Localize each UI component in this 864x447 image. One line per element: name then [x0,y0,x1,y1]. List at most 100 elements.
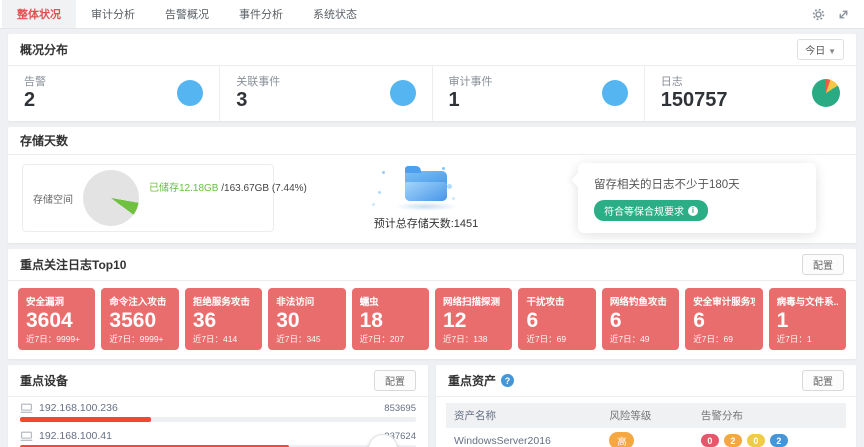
top10-card-recent: 近7日：1 [776,334,812,345]
top10-card[interactable]: 安全漏洞 3604 近7日：9999+ [18,288,96,351]
top10-card-label: 干扰攻击 [526,297,565,308]
storage-title: 存储天数 [20,134,69,148]
top10-card-label: 蠕虫 [359,297,379,308]
info-icon: i [688,205,698,216]
top10-card[interactable]: 安全审计服务攻击 6 近7日：69 [685,288,763,351]
top10-card-value: 3604 [26,309,73,332]
count-critical: 0 [700,434,719,447]
top10-title: 重点关注日志Top10 [20,258,127,272]
tab-event-analysis[interactable]: 事件分析 [239,9,283,21]
top10-card-label: 网络扫描探测 [443,297,501,308]
blue-circle-icon [601,79,628,106]
stat-correlated-events: 关联事件 3 [220,66,433,121]
key-devices-section: 重点设备 配置 192.168.100.236 853695 [8,365,428,447]
folder-icon [405,166,447,201]
top10-card[interactable]: 命令注入攻击 3560 近7日：9999+ [101,288,179,351]
fullscreen-expand-icon[interactable] [837,8,850,21]
count-high: 2 [723,434,742,447]
top10-card-label: 病毒与文件系... [776,297,839,308]
compliance-badge-label: 符合等保合规要求 [604,207,684,218]
top10-section: 重点关注日志Top10 配置 安全漏洞 3604 近7日：9999+ 命令注入攻… [8,249,856,360]
top10-config-button[interactable]: 配置 [802,254,844,275]
stat-label: 审计事件 [448,76,493,88]
storage-space-card: 存储空间 已储存12.18GB /163.67GB (7.44%) [22,164,307,232]
stat-logs: 日志 150757 [645,66,856,121]
count-medium: 0 [746,434,765,447]
stat-value: 1 [448,89,460,111]
top10-card-value: 36 [192,309,217,332]
tab-alert-overview[interactable]: 告警概况 [165,9,209,21]
top10-card-value: 3560 [109,309,157,332]
device-bar-track [20,417,416,423]
top10-card-label: 命令注入攻击 [109,297,167,308]
device-count: 853695 [384,402,416,414]
col-header-risk: 风险等级 [609,410,652,423]
stat-label: 日志 [660,76,683,88]
stat-label: 关联事件 [236,76,281,88]
top10-card-value: 6 [609,309,622,332]
storage-total-value: /163.67GB (7.44%) [218,183,307,194]
storage-space-label: 存储空间 [33,194,73,206]
top10-card-value: 1 [776,309,789,332]
help-icon[interactable]: ? [501,374,515,388]
alert-distribution: 0 2 0 2 [700,434,838,447]
tab-system-status[interactable]: 系统状态 [313,9,357,21]
sparkle-dots [382,171,385,174]
top10-card-label: 网络钓鱼攻击 [609,297,667,308]
storage-used-value: 已储存12.18GB [149,183,219,194]
log-pie-chart-icon [812,78,840,107]
top10-card-recent: 近7日：49 [609,334,650,345]
date-filter-dropdown[interactable]: 今日 ▼ [797,39,844,60]
stat-audit-events: 审计事件 1 [433,66,645,121]
device-row: 192.168.100.236 853695 [20,402,416,423]
top-tab-bar: 整体状况 审计分析 告警概况 事件分析 系统状态 [0,0,864,29]
stat-alerts: 告警 2 [8,66,221,121]
device-ip[interactable]: 192.168.100.236 [39,402,118,415]
top10-card-recent: 近7日：9999+ [26,334,81,345]
top10-card-recent: 近7日：9999+ [109,334,164,345]
top10-card[interactable]: 干扰攻击 6 近7日：69 [518,288,596,351]
assets-config-button[interactable]: 配置 [802,370,844,392]
device-count: 237624 [384,430,416,442]
stat-label: 告警 [24,76,46,88]
device-icon [20,403,33,414]
top10-card[interactable]: 网络钓鱼攻击 6 近7日：49 [601,288,680,351]
top10-card-value: 30 [276,309,300,332]
key-assets-title: 重点资产 [448,374,497,389]
date-filter-value: 今日 [805,46,826,57]
top10-card-value: 6 [526,309,539,332]
compliance-badge[interactable]: 符合等保合规要求 i [594,200,708,221]
asset-row[interactable]: WindowsServer2016 高 0 2 0 2 [446,428,846,447]
header-actions [812,0,864,28]
device-bar-fill [20,445,290,447]
storage-pie-chart [83,170,139,226]
device-bar-fill [20,417,151,423]
top10-card-label: 安全漏洞 [26,297,65,308]
top10-cards: 安全漏洞 3604 近7日：9999+ 命令注入攻击 3560 近7日：9999… [8,281,856,359]
top10-card[interactable]: 拒绝服务攻击 36 近7日：414 [184,288,263,351]
top10-card[interactable]: 网络扫描探测 12 近7日：138 [435,288,513,351]
devices-config-button[interactable]: 配置 [374,370,416,392]
top10-header: 重点关注日志Top10 配置 [8,249,856,281]
folder-illustration [382,165,458,211]
device-icon [20,431,33,442]
storage-section: 存储天数 存储空间 已储存12.18GB /163.67GB (7.44%) 预… [8,127,856,243]
overview-section: 概况分布 今日 ▼ 告警 2 关联事件 3 审计事件 1 [8,34,856,121]
top10-card-recent: 近7日：69 [526,334,567,345]
top10-card-recent: 近7日：414 [192,334,238,345]
asset-name: WindowsServer2016 [454,434,551,447]
stat-value: 150757 [660,89,728,111]
overview-header: 概况分布 今日 ▼ [8,34,856,66]
top10-card[interactable]: 病毒与文件系... 1 近7日：1 [768,288,847,351]
top10-card-value: 18 [359,309,383,332]
gear-icon[interactable] [812,8,825,21]
col-header-distribution: 告警分布 [700,410,743,423]
bottom-row: 重点设备 配置 192.168.100.236 853695 [8,365,856,447]
storage-header: 存储天数 [8,127,856,155]
top10-card[interactable]: 非法访问 30 近7日：345 [268,288,346,351]
device-ip[interactable]: 192.168.100.41 [39,430,112,443]
folder-shadow [394,202,458,211]
top10-card[interactable]: 蠕虫 18 近7日：207 [351,288,430,351]
tab-overall-status[interactable]: 整体状况 [2,0,76,28]
tab-audit-analysis[interactable]: 审计分析 [91,9,135,21]
